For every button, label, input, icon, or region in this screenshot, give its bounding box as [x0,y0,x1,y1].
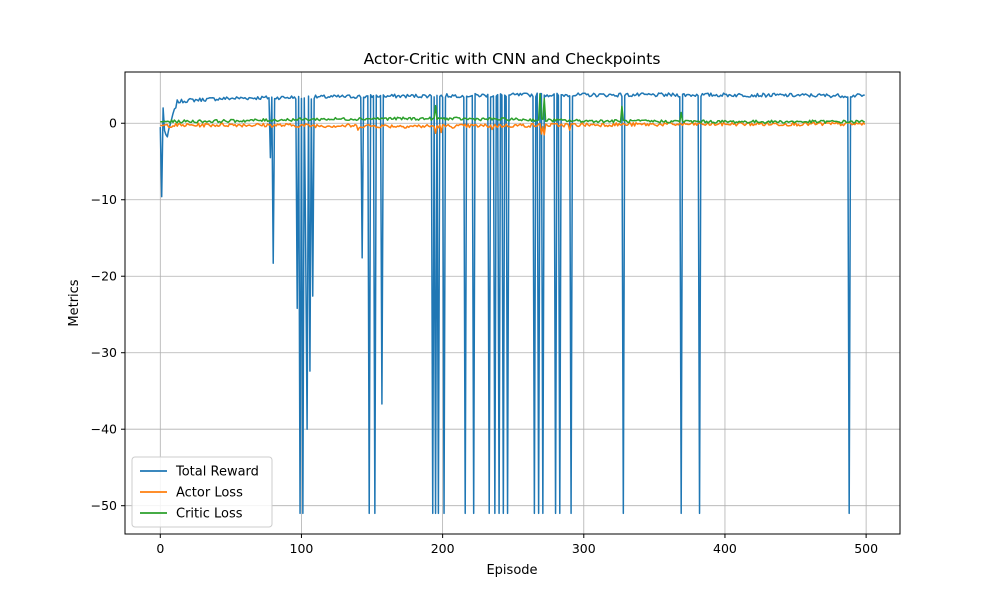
series-line-total-reward [159,92,865,515]
y-tick-label: −10 [91,192,117,207]
y-tick-label: −50 [91,498,117,513]
legend: Total Reward Actor Loss Critic Loss [131,456,273,528]
x-axis-label: Episode [486,563,537,578]
plot-lines [159,92,866,515]
x-tick-label: 500 [854,541,878,556]
chart-title: Actor-Critic with CNN and Checkpoints [364,50,661,68]
x-tick-label: 300 [572,541,596,556]
x-tick-label: 0 [156,541,164,556]
plot-frame [124,71,901,535]
x-ticks: 0 100 200 300 400 500 [156,534,878,556]
y-tick-label: 0 [109,116,117,131]
legend-label: Actor Loss [176,486,243,501]
legend-label: Total Reward [175,465,259,480]
y-ticks: −50 −40 −30 −20 −10 0 [91,116,125,513]
y-tick-label: −20 [91,269,117,284]
x-tick-label: 100 [290,541,314,556]
y-tick-label: −40 [91,422,117,437]
x-tick-label: 400 [713,541,737,556]
x-tick-label: 200 [431,541,455,556]
legend-box [131,456,273,528]
y-tick-label: −30 [91,345,117,360]
series-line-critic-loss [160,93,866,124]
legend-label: Critic Loss [176,507,243,522]
series-line-actor-loss [160,121,866,136]
y-axis-label: Metrics [67,279,82,326]
